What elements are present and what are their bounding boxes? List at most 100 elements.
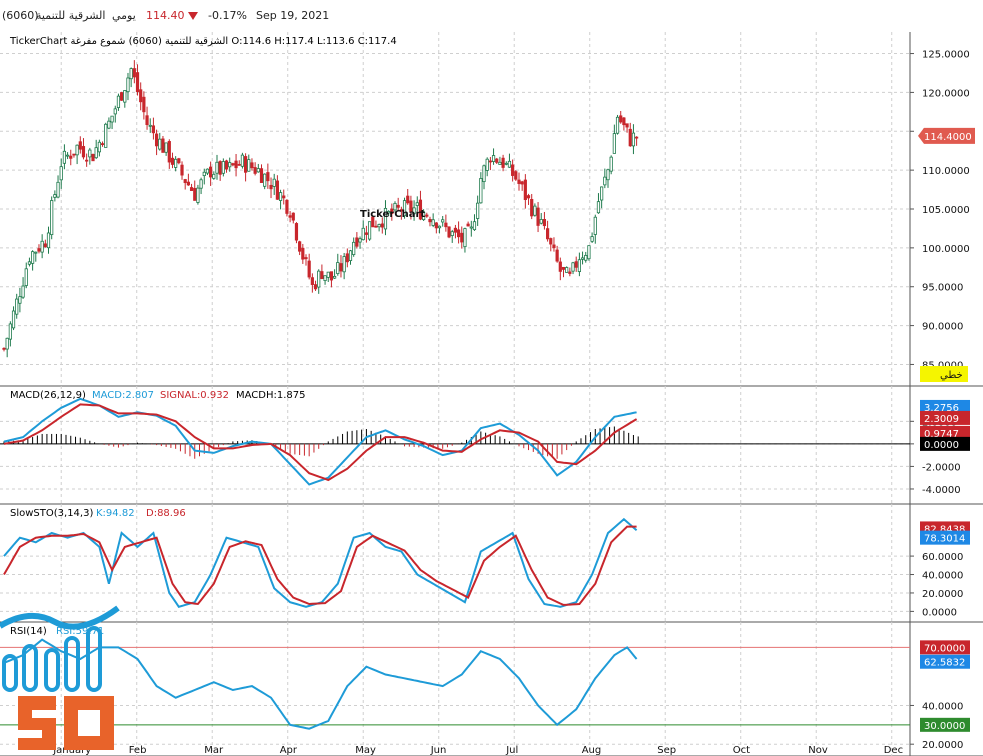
candle-body — [466, 223, 470, 227]
candle-body — [189, 187, 194, 191]
candle-body — [495, 158, 499, 163]
candle-body — [355, 237, 359, 247]
candle-body — [27, 261, 32, 265]
candle-body — [240, 154, 245, 167]
y-tick-label: 95.0000 — [922, 283, 963, 294]
candle-body — [154, 133, 159, 147]
candle-body — [345, 253, 349, 263]
candle-body — [358, 238, 362, 243]
candle-body — [456, 229, 461, 238]
candle-body — [209, 166, 213, 178]
candle-body — [259, 168, 264, 183]
candle-body — [342, 256, 346, 273]
candle-body — [317, 270, 321, 288]
y-tick-label: -4.0000 — [922, 485, 961, 496]
candle-body — [533, 205, 537, 216]
candle-body — [313, 284, 318, 290]
candle-body — [409, 200, 413, 213]
candle-body — [336, 262, 340, 275]
candle-body — [504, 162, 508, 165]
period-label: يومي — [112, 9, 136, 22]
candle-body — [304, 257, 308, 260]
candle-body — [53, 194, 57, 198]
x-tick-label: Feb — [129, 745, 147, 756]
candle-body — [485, 158, 489, 171]
candle-body — [600, 186, 604, 201]
candle-body — [479, 178, 483, 204]
candle-body — [587, 245, 591, 260]
pane-rsi: 40.0000 20.0000 RSI(14) RSI:59.71 70.0000 62.… — [0, 622, 983, 756]
signal-value: SIGNAL:0.932 — [160, 390, 229, 401]
candle-body — [590, 236, 594, 242]
candle-body — [511, 164, 515, 176]
candle-body — [43, 243, 47, 248]
y-tick-label: 120.0000 — [922, 88, 970, 99]
value-badge-text: 78.3014 — [924, 534, 965, 545]
last-price-badge — [918, 127, 975, 144]
y-tick-label: 20.0000 — [922, 589, 963, 600]
candle-body — [120, 92, 124, 101]
sto-line-0 — [3, 517, 638, 608]
candle-body — [298, 241, 302, 252]
candle-body — [158, 138, 162, 150]
candle-body — [148, 124, 152, 127]
candle-body — [75, 144, 79, 156]
x-tick-label: Sep — [657, 745, 676, 756]
candle-body — [577, 259, 581, 272]
value-badge — [920, 640, 970, 655]
candle-body — [132, 68, 136, 78]
candle-body — [110, 115, 114, 123]
candle-body — [256, 168, 260, 173]
candle-body — [593, 216, 597, 235]
y-tick-label: 20.0000 — [922, 740, 963, 751]
candle-body — [549, 238, 553, 245]
candle-body — [272, 178, 276, 187]
x-tick-label: Jul — [505, 745, 518, 756]
candle-body — [453, 227, 458, 233]
x-tick-label: Oct — [733, 745, 750, 756]
candle-body — [476, 202, 480, 219]
candle-body — [498, 161, 502, 165]
candle-body — [135, 72, 140, 93]
x-tick-label: January — [52, 745, 91, 756]
candle-body — [212, 173, 216, 179]
chart-area: 125.0000120.0000115.0000110.0000105.0000… — [0, 32, 983, 756]
candle-body — [170, 157, 175, 165]
candle-body — [164, 142, 168, 153]
candle-body — [69, 155, 73, 159]
candle-body — [558, 261, 562, 272]
y-tick-label: 90.0000 — [922, 322, 963, 333]
candle-body — [78, 141, 82, 150]
candle-body — [574, 261, 578, 268]
candle-body — [393, 202, 397, 211]
candle-body — [339, 263, 343, 272]
rsi-value: RSI:59.71 — [56, 626, 104, 637]
candle-body — [460, 232, 464, 243]
candle-body — [412, 207, 416, 215]
candle-body — [561, 266, 566, 270]
candle-body — [145, 115, 149, 126]
macd-title: MACD(26,12,9) — [10, 390, 86, 401]
candle-body — [565, 267, 569, 273]
x-tick-label: Nov — [808, 745, 828, 756]
candle-body — [406, 195, 410, 204]
y-tick-label: -2.0000 — [922, 462, 961, 473]
value-badge — [920, 410, 970, 425]
candle-body — [333, 275, 337, 279]
candle-body — [374, 225, 378, 228]
candle-body — [380, 223, 384, 228]
x-tick-label: Mar — [204, 745, 224, 756]
sto-title: SlowSTO(3,14,3) — [10, 508, 93, 519]
candle-body — [56, 181, 60, 198]
candle-body — [15, 298, 19, 315]
candle-body — [450, 231, 454, 236]
candle-body — [491, 155, 496, 162]
candle-body — [377, 224, 381, 228]
x-tick-label: Apr — [280, 745, 298, 756]
candle-body — [91, 153, 95, 162]
candle-body — [425, 214, 429, 217]
candle-body — [323, 275, 327, 281]
value-badge-text: 62.5832 — [924, 658, 965, 669]
candle-body — [34, 251, 38, 254]
candle-body — [326, 271, 330, 278]
